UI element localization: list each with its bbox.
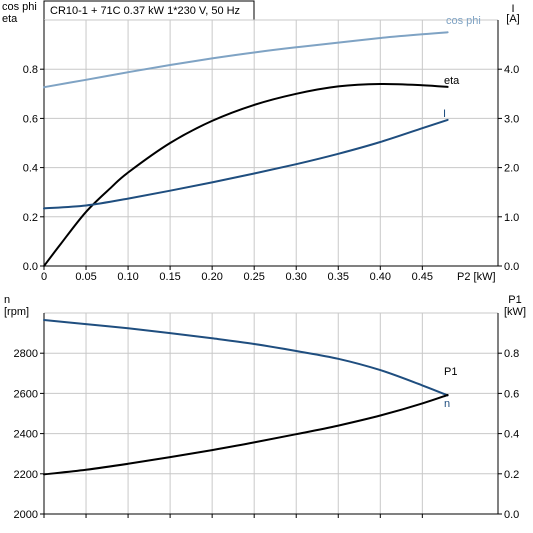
y-right-tick-label: 2.0	[504, 163, 519, 175]
series-line-n	[43, 319, 449, 397]
series-label-i: I	[443, 108, 446, 120]
y-right-axis-label: P1	[508, 294, 521, 306]
y-left-tick-label: 0.8	[23, 64, 38, 76]
y-left-axis-label: n	[4, 294, 10, 306]
y-right-axis-label: [A]	[506, 13, 519, 25]
y-left-tick-label: 0.4	[23, 163, 38, 175]
y-left-axis-label: eta	[2, 13, 18, 25]
y-right-tick-label: 0.4	[504, 429, 519, 441]
y-left-axis-label: cos phi	[2, 1, 37, 13]
series-line-eta	[43, 82, 449, 267]
y-left-tick-label: 0.0	[23, 261, 38, 273]
panel-1: 0 0.05 0.10 0.15 0.20 0.25 0.30 0.35 0.40 0.45 0.0…	[2, 1, 520, 283]
y-right-tick-label: 0.0	[504, 261, 519, 273]
x-tick-label: 0.05	[75, 271, 96, 283]
x-tick-label: 0.10	[117, 271, 138, 283]
y-left-tick-label: 2200	[14, 469, 38, 481]
plots-layer: 0 0.05 0.10 0.15 0.20 0.25 0.30 0.35 0.40 0.45 0.0…	[2, 1, 526, 521]
y-left-axis-label: [rpm]	[4, 306, 29, 318]
series-label-cos-phi: cos phi	[446, 15, 481, 27]
series-line-p1	[43, 394, 449, 476]
header-text: CR10-1 + 71C 0.37 kW 1*230 V, 50 Hz	[50, 5, 240, 17]
y-left-tick-label: 2400	[14, 429, 38, 441]
y-right-tick-label: 0.8	[504, 348, 519, 360]
series-line-cos-phi	[43, 31, 449, 89]
y-left-tick-label: 2800	[14, 348, 38, 360]
x-axis-label: P2 [kW]	[457, 271, 496, 283]
y-right-tick-label: 0.2	[504, 469, 519, 481]
series-line-i	[43, 118, 449, 210]
series-label-eta: eta	[444, 75, 460, 87]
x-tick-label: 0.45	[412, 271, 433, 283]
y-right-tick-label: 3.0	[504, 113, 519, 125]
y-right-axis-label: I	[511, 3, 514, 15]
y-left-tick-label: 2600	[14, 388, 38, 400]
x-tick-label: 0.20	[201, 271, 222, 283]
x-tick-label: 0.15	[159, 271, 180, 283]
y-right-axis-label: [kW]	[504, 306, 526, 318]
x-tick-label: 0.40	[370, 271, 391, 283]
series-label-p1: P1	[444, 366, 457, 378]
y-right-tick-label: 0.0	[504, 509, 519, 521]
x-tick-label: 0	[41, 271, 47, 283]
series-label-n: n	[444, 398, 450, 410]
x-tick-label: 0.30	[286, 271, 307, 283]
y-right-tick-label: 0.6	[504, 388, 519, 400]
y-right-tick-label: 1.0	[504, 212, 519, 224]
chart-header: CR10-1 + 71C 0.37 kW 1*230 V, 50 Hz	[43, 0, 255, 21]
y-left-tick-label: 0.6	[23, 113, 38, 125]
y-left-tick-label: 0.2	[23, 212, 38, 224]
x-tick-label: 0.35	[328, 271, 349, 283]
x-tick-label: 0.25	[243, 271, 264, 283]
y-left-tick-label: 2000	[14, 509, 38, 521]
y-right-tick-label: 4.0	[504, 64, 519, 76]
